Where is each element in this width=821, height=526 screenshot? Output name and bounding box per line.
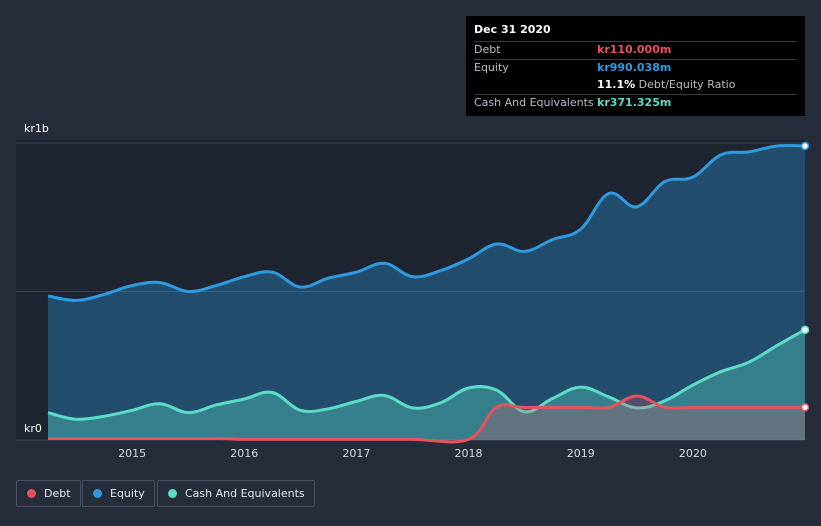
legend-cash-label: Cash And Equivalents — [185, 487, 305, 500]
cash-area — [48, 329, 805, 440]
equity-area — [48, 145, 805, 440]
debt-end-point — [800, 403, 810, 412]
legend-debt[interactable]: Debt — [16, 480, 81, 507]
tooltip: Dec 31 2020 Debt kr110.000m Equity kr990… — [466, 16, 805, 116]
end-markers — [800, 141, 810, 412]
debt-line — [47, 394, 805, 444]
tooltip-row-equity: Equity kr990.038m — [474, 59, 797, 77]
tooltip-date: Dec 31 2020 — [474, 23, 551, 36]
x-tick-label: 2015 — [118, 447, 147, 460]
tooltip-debt-value: kr110.000m — [597, 43, 672, 56]
legend-cash[interactable]: Cash And Equivalents — [157, 480, 315, 507]
x-tick-label: 2018 — [454, 447, 483, 460]
y-tick-label-zero: kr0 — [24, 422, 42, 435]
tooltip-ratio-value: 11.1% — [597, 78, 636, 91]
tooltip-row-ratio: 11.1% Debt/Equity Ratio — [474, 77, 797, 94]
x-tick-label: 2020 — [678, 447, 707, 460]
tooltip-equity-label: Equity — [474, 61, 509, 74]
tooltip-debt-label: Debt — [474, 43, 501, 56]
legend-equity[interactable]: Equity — [82, 480, 155, 507]
cash-dot-icon — [168, 489, 177, 498]
plot-background — [16, 140, 805, 440]
cash-line — [47, 328, 806, 421]
tooltip-cash-value: kr371.325m — [597, 96, 672, 109]
legend-debt-label: Debt — [44, 487, 71, 500]
x-tick-label: 2019 — [566, 447, 595, 460]
tooltip-row-debt: Debt kr110.000m — [474, 41, 797, 59]
series-layer — [47, 144, 806, 444]
y-tick-label-max: kr1b — [24, 122, 49, 135]
equity-dot-icon — [93, 489, 102, 498]
x-tick-label: 2017 — [342, 447, 371, 460]
equity-line — [47, 144, 806, 302]
tooltip-equity-value: kr990.038m — [597, 61, 672, 74]
tooltip-ratio-label: Debt/Equity Ratio — [638, 78, 736, 91]
equity-end-point — [800, 141, 810, 151]
tooltip-row-cash: Cash And Equivalents kr371.325m — [474, 94, 797, 112]
debt-area — [48, 396, 805, 442]
cash-end-point — [800, 325, 810, 335]
legend-equity-label: Equity — [110, 487, 145, 500]
tooltip-cash-label: Cash And Equivalents — [474, 96, 594, 109]
tooltip-ratio: 11.1% Debt/Equity Ratio — [597, 77, 735, 94]
debt-dot-icon — [27, 489, 36, 498]
x-tick-label: 2016 — [230, 447, 259, 460]
